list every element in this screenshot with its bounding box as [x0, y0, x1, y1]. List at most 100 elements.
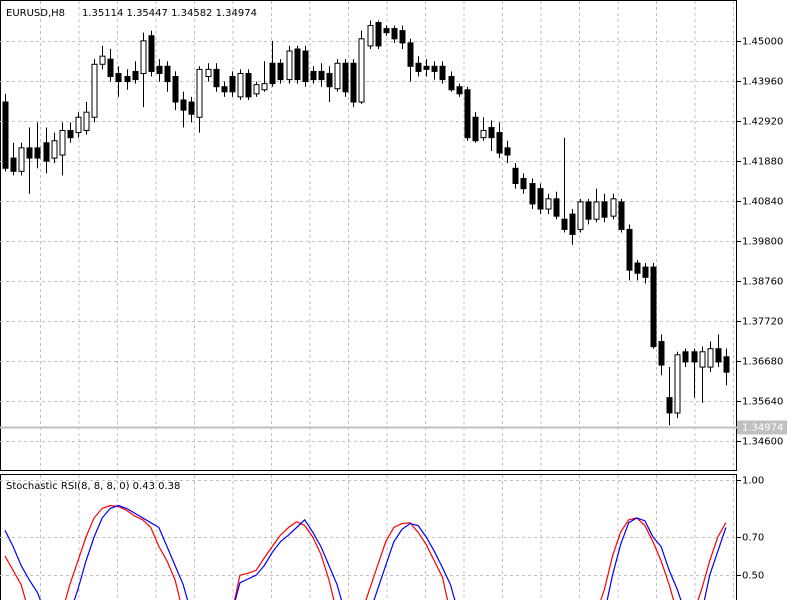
- candle-body: [342, 62, 349, 93]
- candle-body: [326, 72, 333, 88]
- y-tick-label: 1.40840: [742, 197, 783, 208]
- candle-body: [51, 140, 58, 159]
- y-tick-label: 1.45000: [742, 37, 783, 48]
- y-tick-label: 1.00: [742, 476, 764, 487]
- candle-body: [310, 70, 317, 81]
- candle-body: [553, 198, 560, 217]
- candle-body: [67, 130, 74, 139]
- candle-body: [75, 116, 82, 134]
- y-tick-label: 1.36680: [742, 357, 783, 368]
- candle-body: [237, 72, 244, 98]
- current-price-label: 1.34974: [742, 423, 783, 434]
- candle-body: [188, 101, 195, 115]
- candle-body: [383, 28, 390, 34]
- candle-body: [658, 341, 665, 366]
- candle-body: [545, 198, 552, 210]
- current-price-box: [737, 420, 787, 435]
- candle-body: [148, 35, 155, 72]
- candle-body: [464, 89, 471, 139]
- candle-body: [334, 62, 341, 90]
- candle-body: [520, 177, 527, 190]
- indicator-pane: [0, 474, 737, 600]
- candle-body: [391, 28, 398, 40]
- candle-body: [723, 356, 730, 373]
- candle-body: [601, 201, 608, 218]
- y-tick-label: 1.41880: [742, 157, 783, 168]
- candle-body: [496, 132, 503, 154]
- candle-body: [205, 68, 212, 78]
- y-tick-label: 1.34600: [742, 437, 783, 448]
- candle-body: [561, 218, 568, 230]
- candle-body: [350, 62, 357, 103]
- candle-body: [691, 351, 698, 363]
- candle-body: [91, 63, 98, 118]
- candle-body: [164, 65, 171, 83]
- candle-body: [456, 86, 463, 95]
- candle-body: [26, 147, 33, 159]
- candle-body: [132, 70, 139, 81]
- candle-body: [674, 354, 681, 414]
- candle-body: [415, 62, 422, 72]
- candle-body: [180, 99, 187, 111]
- candle-body: [277, 62, 284, 81]
- candle-body: [593, 201, 600, 220]
- candle-body: [666, 397, 673, 414]
- candle-body: [269, 62, 276, 85]
- candle-body: [375, 21, 382, 47]
- candle-body: [107, 58, 114, 78]
- candle-body: [221, 86, 228, 93]
- candle-body: [585, 201, 592, 220]
- candle-body: [196, 68, 203, 118]
- candle-body: [34, 147, 41, 159]
- candle-body: [253, 84, 260, 95]
- candle-body: [172, 76, 179, 103]
- candle-body: [626, 228, 633, 271]
- candle-body: [715, 348, 722, 363]
- candle-body: [43, 142, 50, 162]
- candle-body: [10, 157, 17, 172]
- candle-body: [448, 76, 455, 91]
- candle-body: [358, 38, 365, 103]
- y-tick-label: 1.38760: [742, 277, 783, 288]
- candle-body: [699, 351, 706, 368]
- indicator-line: [4, 504, 727, 600]
- candle-body: [124, 76, 131, 83]
- candle-body: [318, 70, 325, 81]
- candle-body: [529, 183, 536, 205]
- candle-body: [512, 167, 519, 185]
- candle-body: [213, 68, 220, 88]
- candle-body: [367, 25, 374, 47]
- candle-body: [115, 72, 122, 83]
- candle-body: [18, 147, 25, 172]
- candle-body: [618, 201, 625, 230]
- candle-body: [302, 50, 309, 83]
- candle-body: [577, 201, 584, 230]
- plot-area: [4, 504, 727, 600]
- y-tick-label: 1.35640: [742, 397, 783, 408]
- candle-body: [399, 30, 406, 44]
- y-tick-label: 1.39800: [742, 237, 783, 248]
- candle-body: [682, 351, 689, 363]
- candle-body: [140, 40, 147, 74]
- candle-body: [59, 130, 66, 156]
- candle-body: [650, 266, 657, 348]
- candle-body: [504, 147, 511, 156]
- indicator-title: Stochastic RSI(8, 8, 8, 0) 0.43 0.38: [6, 481, 180, 492]
- candle-body: [431, 65, 438, 72]
- candle-body: [245, 72, 252, 98]
- y-tick-label: 1.42920: [742, 117, 783, 128]
- candle-body: [488, 126, 495, 139]
- candle-body: [423, 65, 430, 70]
- y-tick-label: 1.37720: [742, 317, 783, 328]
- candle-body: [261, 83, 268, 91]
- candle-body: [99, 55, 106, 65]
- y-tick-label: 0.70: [742, 533, 764, 544]
- candle-body: [707, 348, 714, 368]
- candle-body: [229, 76, 236, 93]
- plot-area: [2, 20, 730, 426]
- candle-body: [439, 65, 446, 81]
- candle-body: [642, 266, 649, 278]
- candle-body: [407, 42, 414, 67]
